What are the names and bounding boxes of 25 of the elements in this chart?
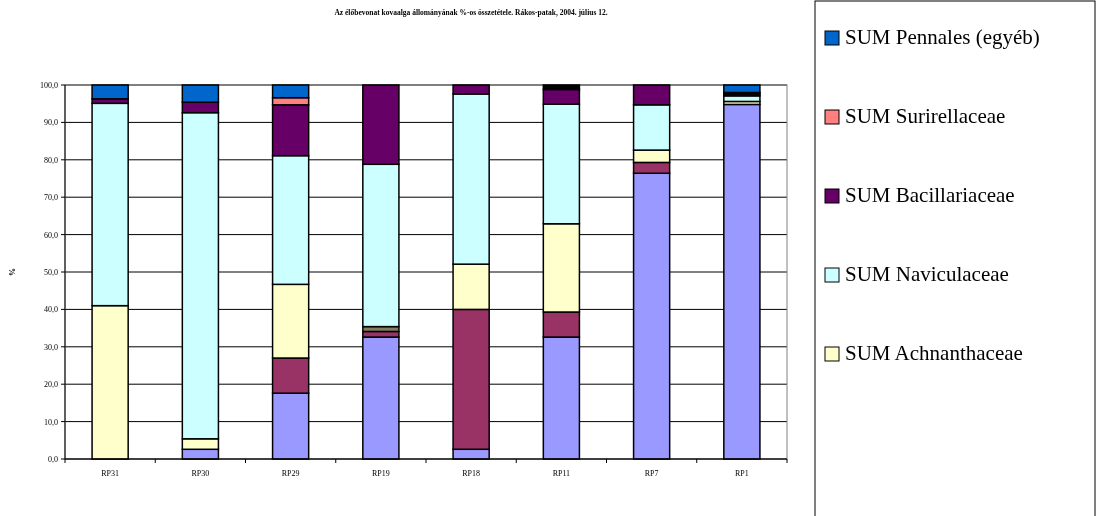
y-tick-label: 90,0 (44, 118, 58, 128)
x-tick-label: RP7 (644, 469, 659, 478)
x-tick-label: RP19 (371, 469, 390, 478)
x-tick-label: RP31 (101, 469, 120, 478)
legend-label: SUM Naviculaceae (845, 262, 1009, 286)
legend-label: SUM Achnanthaceae (845, 341, 1023, 365)
y-axis-title: % (8, 268, 17, 276)
x-tick-label: RP29 (281, 469, 300, 478)
y-tick-label: 0,0 (48, 455, 58, 464)
x-tick-label: RP30 (191, 469, 210, 478)
y-tick-label: 100,0 (40, 81, 58, 90)
y-tick-label: 60,0 (44, 230, 58, 240)
y-tick-label: 50,0 (44, 268, 58, 277)
y-tick-label: 10,0 (44, 417, 58, 427)
y-tick-label: 80,0 (44, 155, 58, 165)
y-tick-label: 40,0 (44, 305, 58, 315)
y-tick-label: 20,0 (44, 380, 58, 390)
y-tick-label: 70,0 (44, 193, 58, 203)
y-tick-label: 30,0 (44, 342, 58, 352)
x-tick-label: RP11 (552, 469, 571, 478)
legend-label: SUM Bacillariaceae (845, 183, 1015, 207)
legend-label: SUM Surirellaceae (845, 104, 1006, 128)
x-tick-label: RP1 (734, 469, 749, 478)
x-tick-label: RP18 (462, 469, 481, 478)
legend-label: SUM Pennales (egyéb) (845, 25, 1040, 49)
